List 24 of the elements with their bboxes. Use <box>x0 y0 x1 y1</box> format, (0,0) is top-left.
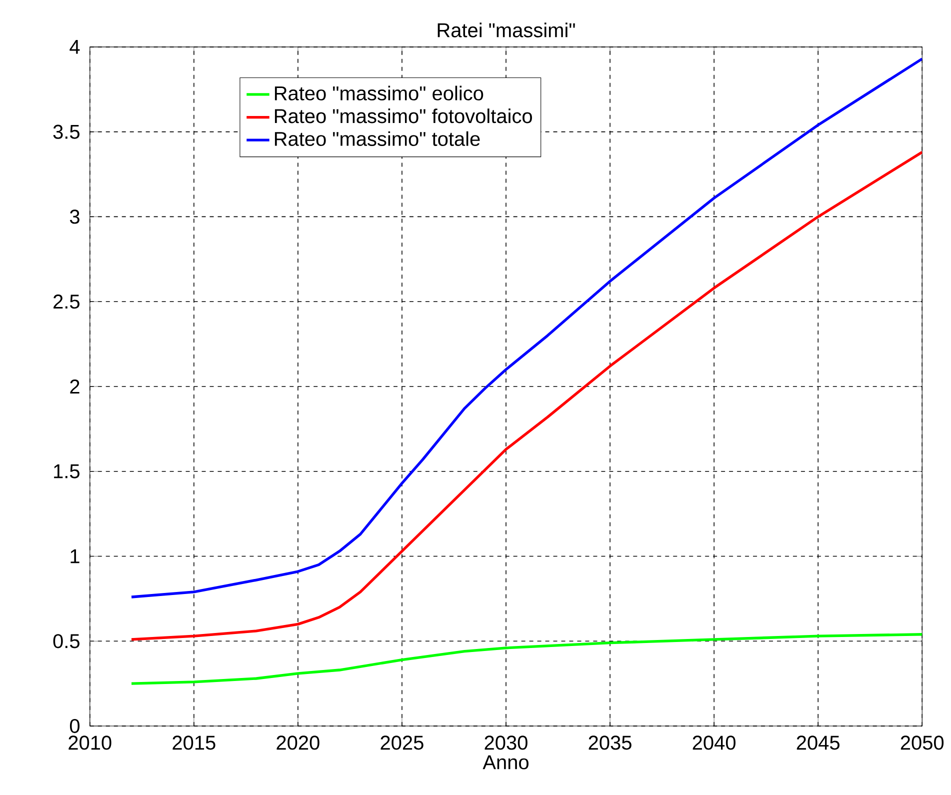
x-tick-label: 2040 <box>692 736 736 750</box>
y-tick-label: 3 <box>70 210 80 224</box>
x-tick-label: 2025 <box>380 736 424 750</box>
y-tick-label: 3.5 <box>53 124 80 139</box>
x-tick-label: 2050 <box>900 736 944 750</box>
line-series <box>130 633 922 685</box>
x-tick-label: 2045 <box>796 736 840 750</box>
y-tick-label: 1.5 <box>54 464 80 478</box>
legend-label: Rateo "massimo" eolico <box>274 86 484 100</box>
x-tick-label: 2015 <box>172 736 216 750</box>
y-tick-label: 0 <box>70 718 80 734</box>
y-tick-label: 2 <box>70 380 80 394</box>
chart-title: Ratei "massimi" <box>438 22 575 38</box>
y-tick-label: 1 <box>70 549 80 564</box>
x-tick-label: 2035 <box>588 736 632 750</box>
x-tick-label: 2010 <box>68 736 112 750</box>
x-tick-label: 2020 <box>276 736 320 750</box>
y-tick-label: 2.5 <box>54 294 80 309</box>
x-axis-title: Anno <box>482 755 528 770</box>
y-tick-label: 0.5 <box>53 634 80 648</box>
legend-label: Rateo "massimo" totale <box>274 131 480 146</box>
y-tick-label: 4 <box>70 40 80 54</box>
x-tick-label: 2030 <box>484 736 528 750</box>
legend-label: Rateo "massimo" fotovoltaico <box>274 108 532 124</box>
